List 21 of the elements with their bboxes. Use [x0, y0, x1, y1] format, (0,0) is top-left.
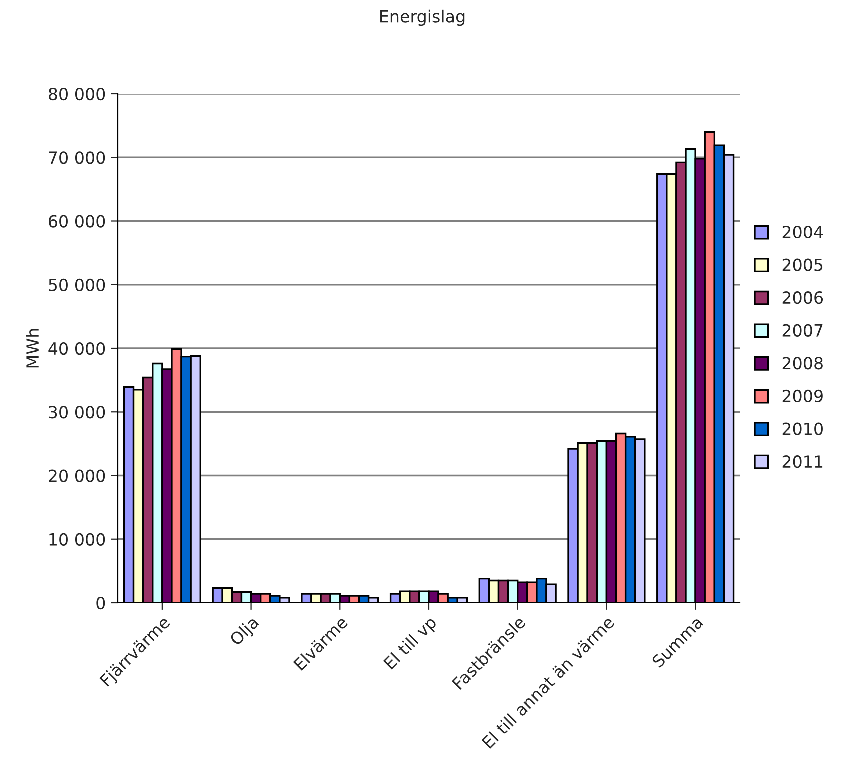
y-tick-label: 10 000 — [50, 533, 106, 546]
legend-label: 2004 — [782, 226, 824, 239]
y-tick-label: 50 000 — [49, 278, 106, 292]
legend-label: 2009 — [782, 390, 823, 403]
x-tick-label: Olja — [228, 616, 262, 649]
y-tick-label: 20 000 — [49, 470, 106, 482]
y-tick-label: 80 000 — [49, 88, 106, 101]
legend-label: 2010 — [782, 422, 823, 436]
y-tick-label: 60 000 — [49, 215, 106, 228]
legend-label: 2007 — [782, 324, 823, 337]
y-axis-title: MWh — [26, 329, 39, 368]
legend-label: 2006 — [782, 292, 824, 304]
chart-title: Energislag — [380, 10, 465, 26]
y-tick-label: 70 000 — [49, 152, 106, 164]
legend-label: 2008 — [782, 357, 823, 370]
legend-label: 2005 — [782, 258, 823, 272]
legend-label: 2011 — [782, 456, 823, 468]
x-tick-label: El till vp — [383, 615, 440, 672]
y-tick-label: 0 — [96, 596, 106, 610]
y-tick-label: 30 000 — [49, 406, 106, 419]
y-tick-label: 40 000 — [48, 342, 106, 356]
